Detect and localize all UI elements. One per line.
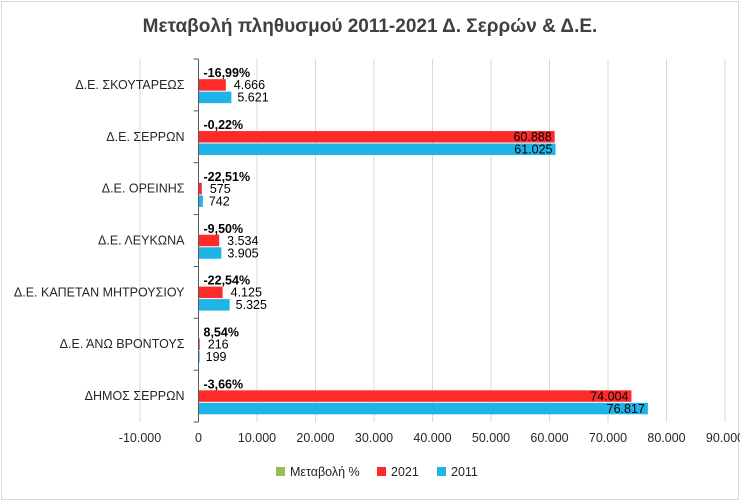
axes: -10.000 0 10.000 20.000 30.000 40.000 50.000 60… (14, 58, 740, 445)
bar-2021 (198, 234, 220, 247)
data-label-change-percent: -9,50% (204, 222, 244, 236)
data-label-2011: 5.325 (236, 298, 267, 312)
x-tick-label: 80.000 (647, 431, 685, 445)
bar-2011 (198, 299, 230, 311)
bar-2011 (198, 91, 232, 104)
legend-label: 2011 (451, 465, 478, 479)
data-label-2021: 4.666 (234, 78, 265, 92)
bar-2021 (198, 286, 223, 299)
x-tick-label: -10.000 (119, 431, 161, 445)
x-tick-label: 20.000 (296, 431, 334, 445)
x-tick-label: 70.000 (589, 431, 627, 445)
gridlines (139, 59, 726, 422)
category-label: Δ.Ε. ΚΑΠΕΤΑΝ ΜΗΤΡΟΥΣΙΟΥ (14, 285, 185, 299)
bar-2021 (198, 338, 200, 350)
data-label-change-percent: -22,51% (204, 170, 251, 184)
category-label: ΔΗΜΟΣ ΣΕΡΡΩΝ (85, 389, 185, 403)
data-label-2021: 3.534 (227, 234, 258, 248)
bar-2021 (198, 79, 226, 91)
bar-2021 (198, 131, 555, 143)
category-label: Δ.Ε. ΣΚΟΥΤΑΡΕΩΣ (75, 78, 185, 92)
x-tick-label: 90.000 (706, 431, 740, 445)
data-label-2021: 74.004 (590, 389, 628, 403)
category-label: Δ.Ε. ΛΕΥΚΩΝΑ (98, 234, 185, 248)
data-label-change-percent: -3,66% (204, 377, 244, 391)
data-label-2021: 216 (208, 337, 229, 351)
data-label-2011: 3.905 (227, 246, 258, 260)
bar-2011 (198, 195, 203, 207)
legend-label: 2021 (391, 465, 419, 479)
data-label-2011: 5.621 (237, 91, 268, 105)
legend-swatch (437, 467, 446, 476)
x-tick-label: 0 (195, 431, 202, 445)
bar-2021 (198, 182, 202, 195)
data-label-2021: 60.888 (513, 130, 551, 144)
data-label-change-percent: -22,54% (204, 274, 251, 288)
x-tick-label: 40.000 (413, 431, 451, 445)
x-tick-label: 50.000 (472, 431, 510, 445)
bar-2011 (198, 247, 222, 259)
bar-2011 (198, 143, 556, 156)
data-label-2021: 4.125 (231, 286, 262, 300)
data-label-2021: 575 (210, 182, 231, 196)
data-label-2011: 61.025 (514, 143, 552, 157)
legend: Μεταβολή % 2021 2011 (276, 465, 478, 479)
category-label: Δ.Ε. ΣΕΡΡΩΝ (106, 130, 184, 144)
category-label: Δ.Ε. ΆΝΩ ΒΡΟΝΤΟΥΣ (60, 337, 185, 351)
chart-title: Μεταβολή πληθυσμού 2011-2021 Δ. Σερρών &… (143, 16, 598, 37)
bar-2021 (198, 390, 632, 402)
x-tick-label: 60.000 (530, 431, 568, 445)
x-tick-label: 30.000 (355, 431, 393, 445)
legend-swatch (377, 467, 386, 476)
data-label-2011: 76.817 (607, 402, 645, 416)
data-label-2011: 742 (209, 194, 230, 208)
category-label: Δ.Ε. ΟΡΕΙΝΗΣ (102, 182, 185, 196)
bar-2011 (198, 350, 200, 363)
bars (198, 66, 648, 415)
legend-label: Μεταβολή % (290, 465, 360, 479)
x-tick-label: 10.000 (238, 431, 276, 445)
legend-swatch (276, 467, 285, 476)
data-label-2011: 199 (206, 350, 227, 364)
data-label-change-percent: 8,54% (204, 325, 239, 339)
data-label-change-percent: -16,99% (204, 66, 251, 80)
data-label-change-percent: -0,22% (204, 118, 244, 132)
bar-2011 (198, 402, 648, 415)
